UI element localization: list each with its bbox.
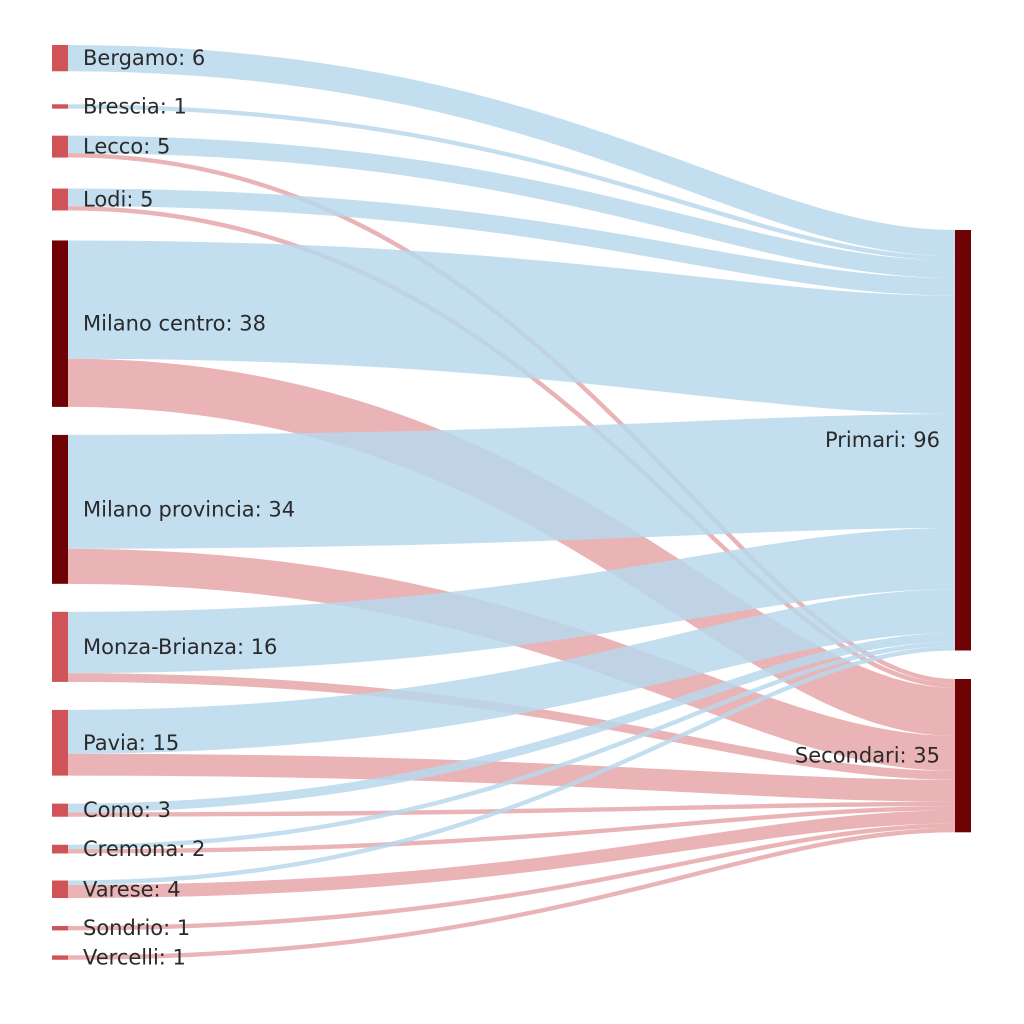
node-milano-centro: [52, 240, 68, 407]
link-pavia-to-primari: [67, 589, 956, 754]
node-brescia: [52, 104, 68, 109]
node-label-varese: Varese: 4: [83, 877, 181, 901]
link-lodi-to-primari: [67, 188, 956, 296]
node-label-pavia: Pavia: 15: [83, 731, 179, 755]
nodes-layer: [52, 45, 971, 960]
node-label-primari: Primari: 96: [825, 428, 940, 452]
link-milano-centro-to-secondari: [67, 358, 956, 736]
link-monza-brianza-to-primari: [67, 527, 956, 674]
link-cremona-to-secondari: [67, 806, 956, 854]
node-label-cremona: Cremona: 2: [83, 837, 205, 861]
node-lecco: [52, 135, 68, 158]
node-pavia: [52, 709, 68, 776]
node-lodi: [52, 188, 68, 211]
link-cremona-to-primari: [67, 641, 956, 850]
link-varese-to-secondari: [67, 810, 956, 899]
links-layer: [67, 45, 956, 960]
node-label-sondrio: Sondrio: 1: [83, 916, 190, 940]
node-label-milano-provincia: Milano provincia: 34: [83, 497, 295, 521]
link-vercelli-to-secondari: [67, 827, 956, 960]
link-bergamo-to-primari: [67, 45, 956, 257]
node-label-secondari: Secondari: 35: [795, 744, 940, 768]
node-bergamo: [52, 45, 68, 72]
node-primari: [955, 230, 971, 651]
node-monza-brianza: [52, 611, 68, 682]
node-label-bergamo: Bergamo: 6: [83, 46, 205, 70]
node-label-brescia: Brescia: 1: [83, 94, 187, 118]
node-label-como: Como: 3: [83, 798, 171, 822]
link-brescia-to-primari: [67, 104, 956, 261]
node-secondari: [955, 679, 971, 833]
node-milano-provincia: [52, 434, 68, 584]
node-cremona: [52, 844, 68, 854]
node-label-milano-centro: Milano centro: 38: [83, 312, 266, 336]
node-varese: [52, 880, 68, 899]
node-label-vercelli: Vercelli: 1: [83, 946, 186, 970]
node-sondrio: [52, 926, 68, 931]
link-lecco-to-primari: [67, 135, 956, 279]
link-milano-provincia-to-primari: [67, 413, 956, 549]
link-sondrio-to-secondari: [67, 823, 956, 931]
node-como: [52, 803, 68, 817]
link-varese-to-primari: [67, 646, 956, 885]
link-pavia-to-secondari: [67, 753, 956, 802]
link-milano-centro-to-primari: [67, 240, 956, 414]
node-vercelli: [52, 955, 68, 960]
link-como-to-secondari: [67, 801, 956, 817]
node-label-monza-brianza: Monza-Brianza: 16: [83, 635, 277, 659]
node-label-lecco: Lecco: 5: [83, 135, 170, 159]
labels-layer: Bergamo: 6 Brescia: 1 Lecco: 5 Lodi: 5 Milan…: [83, 46, 940, 969]
node-label-lodi: Lodi: 5: [83, 188, 153, 212]
link-como-to-primari: [67, 632, 956, 813]
